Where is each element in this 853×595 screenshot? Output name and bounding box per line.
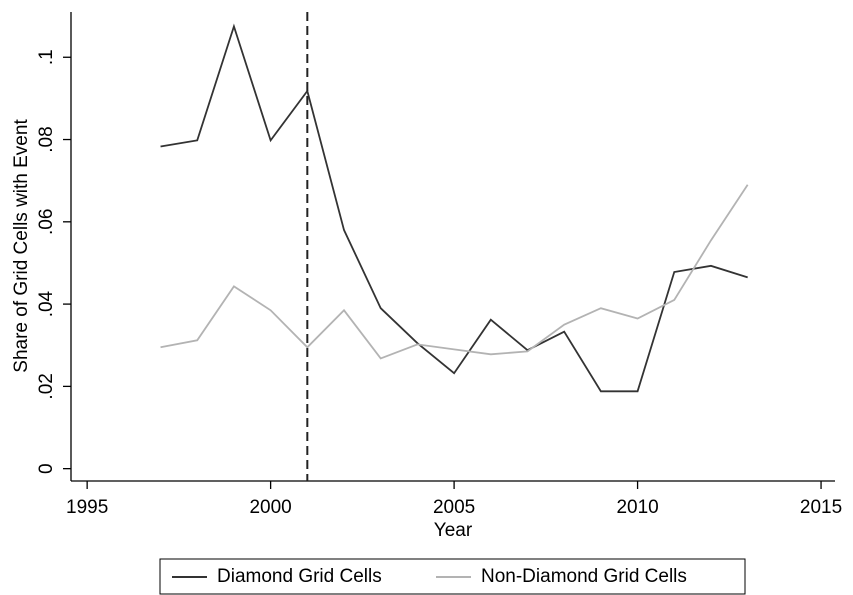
y-tick-label: .1 [36, 49, 57, 65]
series-line [160, 184, 749, 360]
x-axis-title: Year [434, 520, 473, 541]
legend-label: Non-Diamond Grid Cells [481, 566, 687, 587]
x-tick-label: 2015 [800, 497, 842, 518]
x-tick-label: 2000 [249, 497, 291, 518]
y-tick-label: 0 [36, 463, 57, 474]
legend-label: Diamond Grid Cells [217, 566, 382, 587]
y-axis-title: Share of Grid Cells with Event [11, 119, 32, 373]
y-tick-label: .04 [36, 290, 57, 317]
y-tick-label: .02 [36, 373, 57, 399]
y-tick-label: .08 [36, 126, 57, 152]
x-tick-label: 1995 [66, 497, 108, 518]
series-line [160, 23, 748, 393]
x-tick-label: 2010 [616, 497, 658, 518]
x-tick-label: 2005 [433, 497, 475, 518]
y-tick-label: .06 [36, 209, 57, 235]
